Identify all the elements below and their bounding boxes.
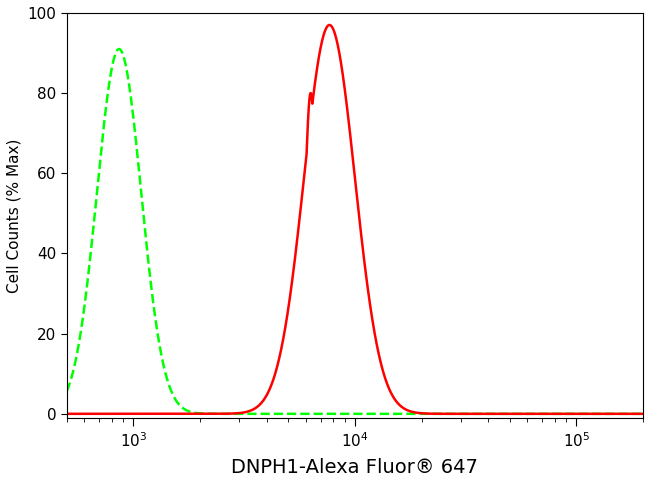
Y-axis label: Cell Counts (% Max): Cell Counts (% Max): [7, 138, 22, 292]
X-axis label: DNPH1-Alexa Fluor® 647: DNPH1-Alexa Fluor® 647: [231, 458, 478, 477]
